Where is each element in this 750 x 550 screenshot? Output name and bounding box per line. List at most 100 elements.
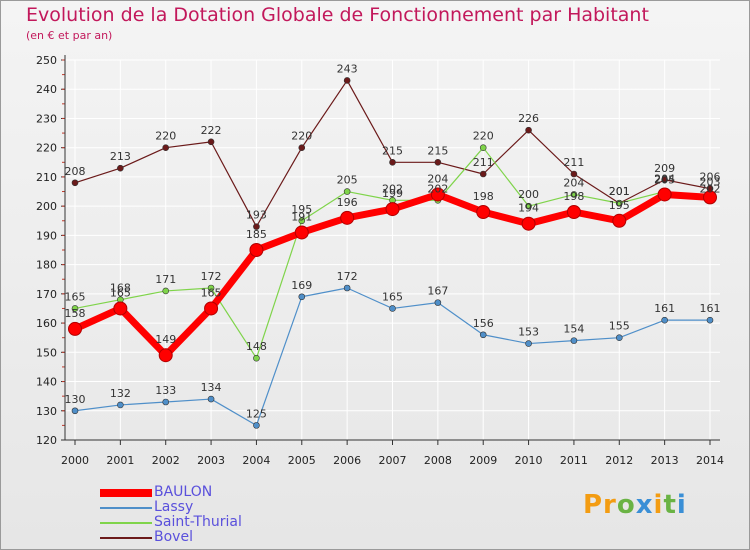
- data-point-lassy: [343, 284, 351, 292]
- chart-title: Evolution de la Dotation Globale de Fonc…: [26, 4, 649, 26]
- chart-subtitle: (en € et par an): [26, 29, 113, 42]
- legend-swatch-saint-thurial: [100, 522, 152, 524]
- data-label-bovel: 215: [427, 144, 448, 157]
- data-label-lassy: 172: [337, 270, 358, 283]
- data-label-bovel: 220: [155, 130, 176, 143]
- legend-label-lassy: Lassy: [154, 499, 194, 515]
- data-point-lassy: [661, 316, 668, 324]
- y-tick-label: 240: [36, 83, 57, 96]
- data-label-bovel: 213: [110, 150, 131, 163]
- data-label-lassy: 154: [563, 323, 584, 336]
- data-label-saint-thurial: 200: [518, 188, 539, 201]
- data-label-baulon: 204: [427, 172, 448, 185]
- data-label-baulon: 165: [110, 286, 131, 299]
- x-tick-label: 2009: [469, 454, 497, 467]
- data-label-baulon: 199: [382, 187, 403, 200]
- y-tick-label: 180: [36, 259, 57, 272]
- data-label-bovel: 226: [518, 112, 539, 125]
- data-label-lassy: 169: [291, 279, 312, 292]
- data-point-baulon: [113, 301, 128, 316]
- data-point-bovel: [389, 159, 396, 166]
- data-point-baulon: [204, 301, 219, 316]
- data-label-saint-thurial: 204: [563, 176, 584, 189]
- x-tick-label: 2013: [651, 454, 679, 467]
- y-tick-label: 250: [36, 54, 57, 67]
- x-tick-label: 2000: [61, 454, 89, 467]
- data-label-lassy: 161: [654, 302, 675, 315]
- data-label-lassy: 165: [382, 290, 403, 303]
- x-tick-label: 2003: [197, 454, 225, 467]
- data-point-saint-thurial: [207, 284, 215, 292]
- data-label-lassy: 156: [473, 317, 494, 330]
- data-point-baulon: [476, 205, 491, 219]
- data-label-baulon: 196: [337, 196, 358, 209]
- data-point-saint-thurial: [615, 199, 623, 207]
- data-label-bovel: 211: [473, 156, 494, 169]
- data-label-saint-thurial: 195: [291, 203, 312, 216]
- data-label-lassy: 167: [427, 285, 448, 298]
- data-point-saint-thurial: [298, 217, 306, 225]
- y-tick-label: 150: [36, 346, 57, 359]
- data-point-lassy: [389, 305, 396, 312]
- data-point-baulon: [68, 321, 82, 336]
- data-point-lassy: [253, 422, 260, 429]
- data-point-bovel: [570, 170, 578, 178]
- data-label-saint-thurial: 205: [337, 174, 358, 187]
- data-point-lassy: [71, 407, 79, 415]
- data-label-saint-thurial: 172: [201, 270, 222, 283]
- data-point-bovel: [525, 126, 532, 134]
- data-label-bovel: 201: [609, 185, 630, 198]
- data-point-saint-thurial: [253, 354, 260, 362]
- data-point-baulon: [249, 243, 264, 257]
- data-label-saint-thurial: 202: [427, 182, 448, 195]
- legend-label-saint-thurial: Saint-Thurial: [154, 514, 242, 530]
- data-point-lassy: [117, 401, 124, 409]
- y-tick-label: 170: [36, 288, 57, 301]
- data-label-baulon: 158: [65, 307, 86, 320]
- x-tick-label: 2014: [696, 454, 724, 467]
- series-layer: [68, 77, 717, 429]
- data-label-baulon: 194: [518, 202, 539, 215]
- data-label-layer: 208 213 220 222 193 220 243 215 215 211 226 211 201 2…: [65, 62, 721, 420]
- data-point-lassy: [162, 398, 170, 406]
- data-point-baulon: [612, 213, 627, 228]
- data-point-lassy: [479, 331, 487, 339]
- data-label-saint-thurial: 202: [700, 182, 721, 195]
- legend-swatch-lassy: [100, 507, 152, 509]
- data-label-saint-thurial: 148: [246, 340, 267, 353]
- data-label-bovel: 206: [700, 171, 721, 184]
- data-point-baulon: [566, 205, 581, 219]
- y-tick-label: 140: [36, 376, 57, 389]
- data-label-bovel: 208: [65, 165, 86, 178]
- legend-label-bovel: Bovel: [154, 529, 193, 545]
- x-tick-label: 2002: [152, 454, 180, 467]
- grid-layer: [65, 59, 720, 441]
- data-label-bovel: 243: [337, 62, 358, 75]
- data-label-bovel: 211: [563, 156, 584, 169]
- x-tick-label: 2007: [379, 454, 407, 467]
- x-tick-label: 2005: [288, 454, 316, 467]
- data-point-baulon: [158, 348, 173, 363]
- data-label-lassy: 134: [201, 381, 222, 394]
- data-label-lassy: 153: [518, 326, 539, 339]
- x-tick-label: 2010: [515, 454, 543, 467]
- data-label-lassy: 155: [609, 320, 630, 333]
- data-point-lassy: [298, 293, 306, 301]
- legend-label-baulon: BAULON: [154, 484, 213, 500]
- x-tick-label: 2006: [333, 454, 361, 467]
- data-point-lassy: [434, 299, 442, 306]
- data-label-lassy: 125: [246, 407, 267, 420]
- data-label-baulon: 165: [201, 286, 222, 299]
- data-label-saint-thurial: 165: [65, 290, 86, 303]
- y-tick-label: 120: [36, 434, 57, 447]
- data-label-saint-thurial: 201: [609, 185, 630, 198]
- data-point-saint-thurial: [343, 188, 351, 195]
- y-tick-label: 160: [36, 317, 57, 330]
- data-point-saint-thurial: [570, 191, 578, 198]
- data-point-saint-thurial: [162, 287, 170, 295]
- y-tick-label: 190: [36, 229, 57, 242]
- data-point-bovel: [71, 179, 79, 187]
- data-point-saint-thurial: [71, 305, 79, 312]
